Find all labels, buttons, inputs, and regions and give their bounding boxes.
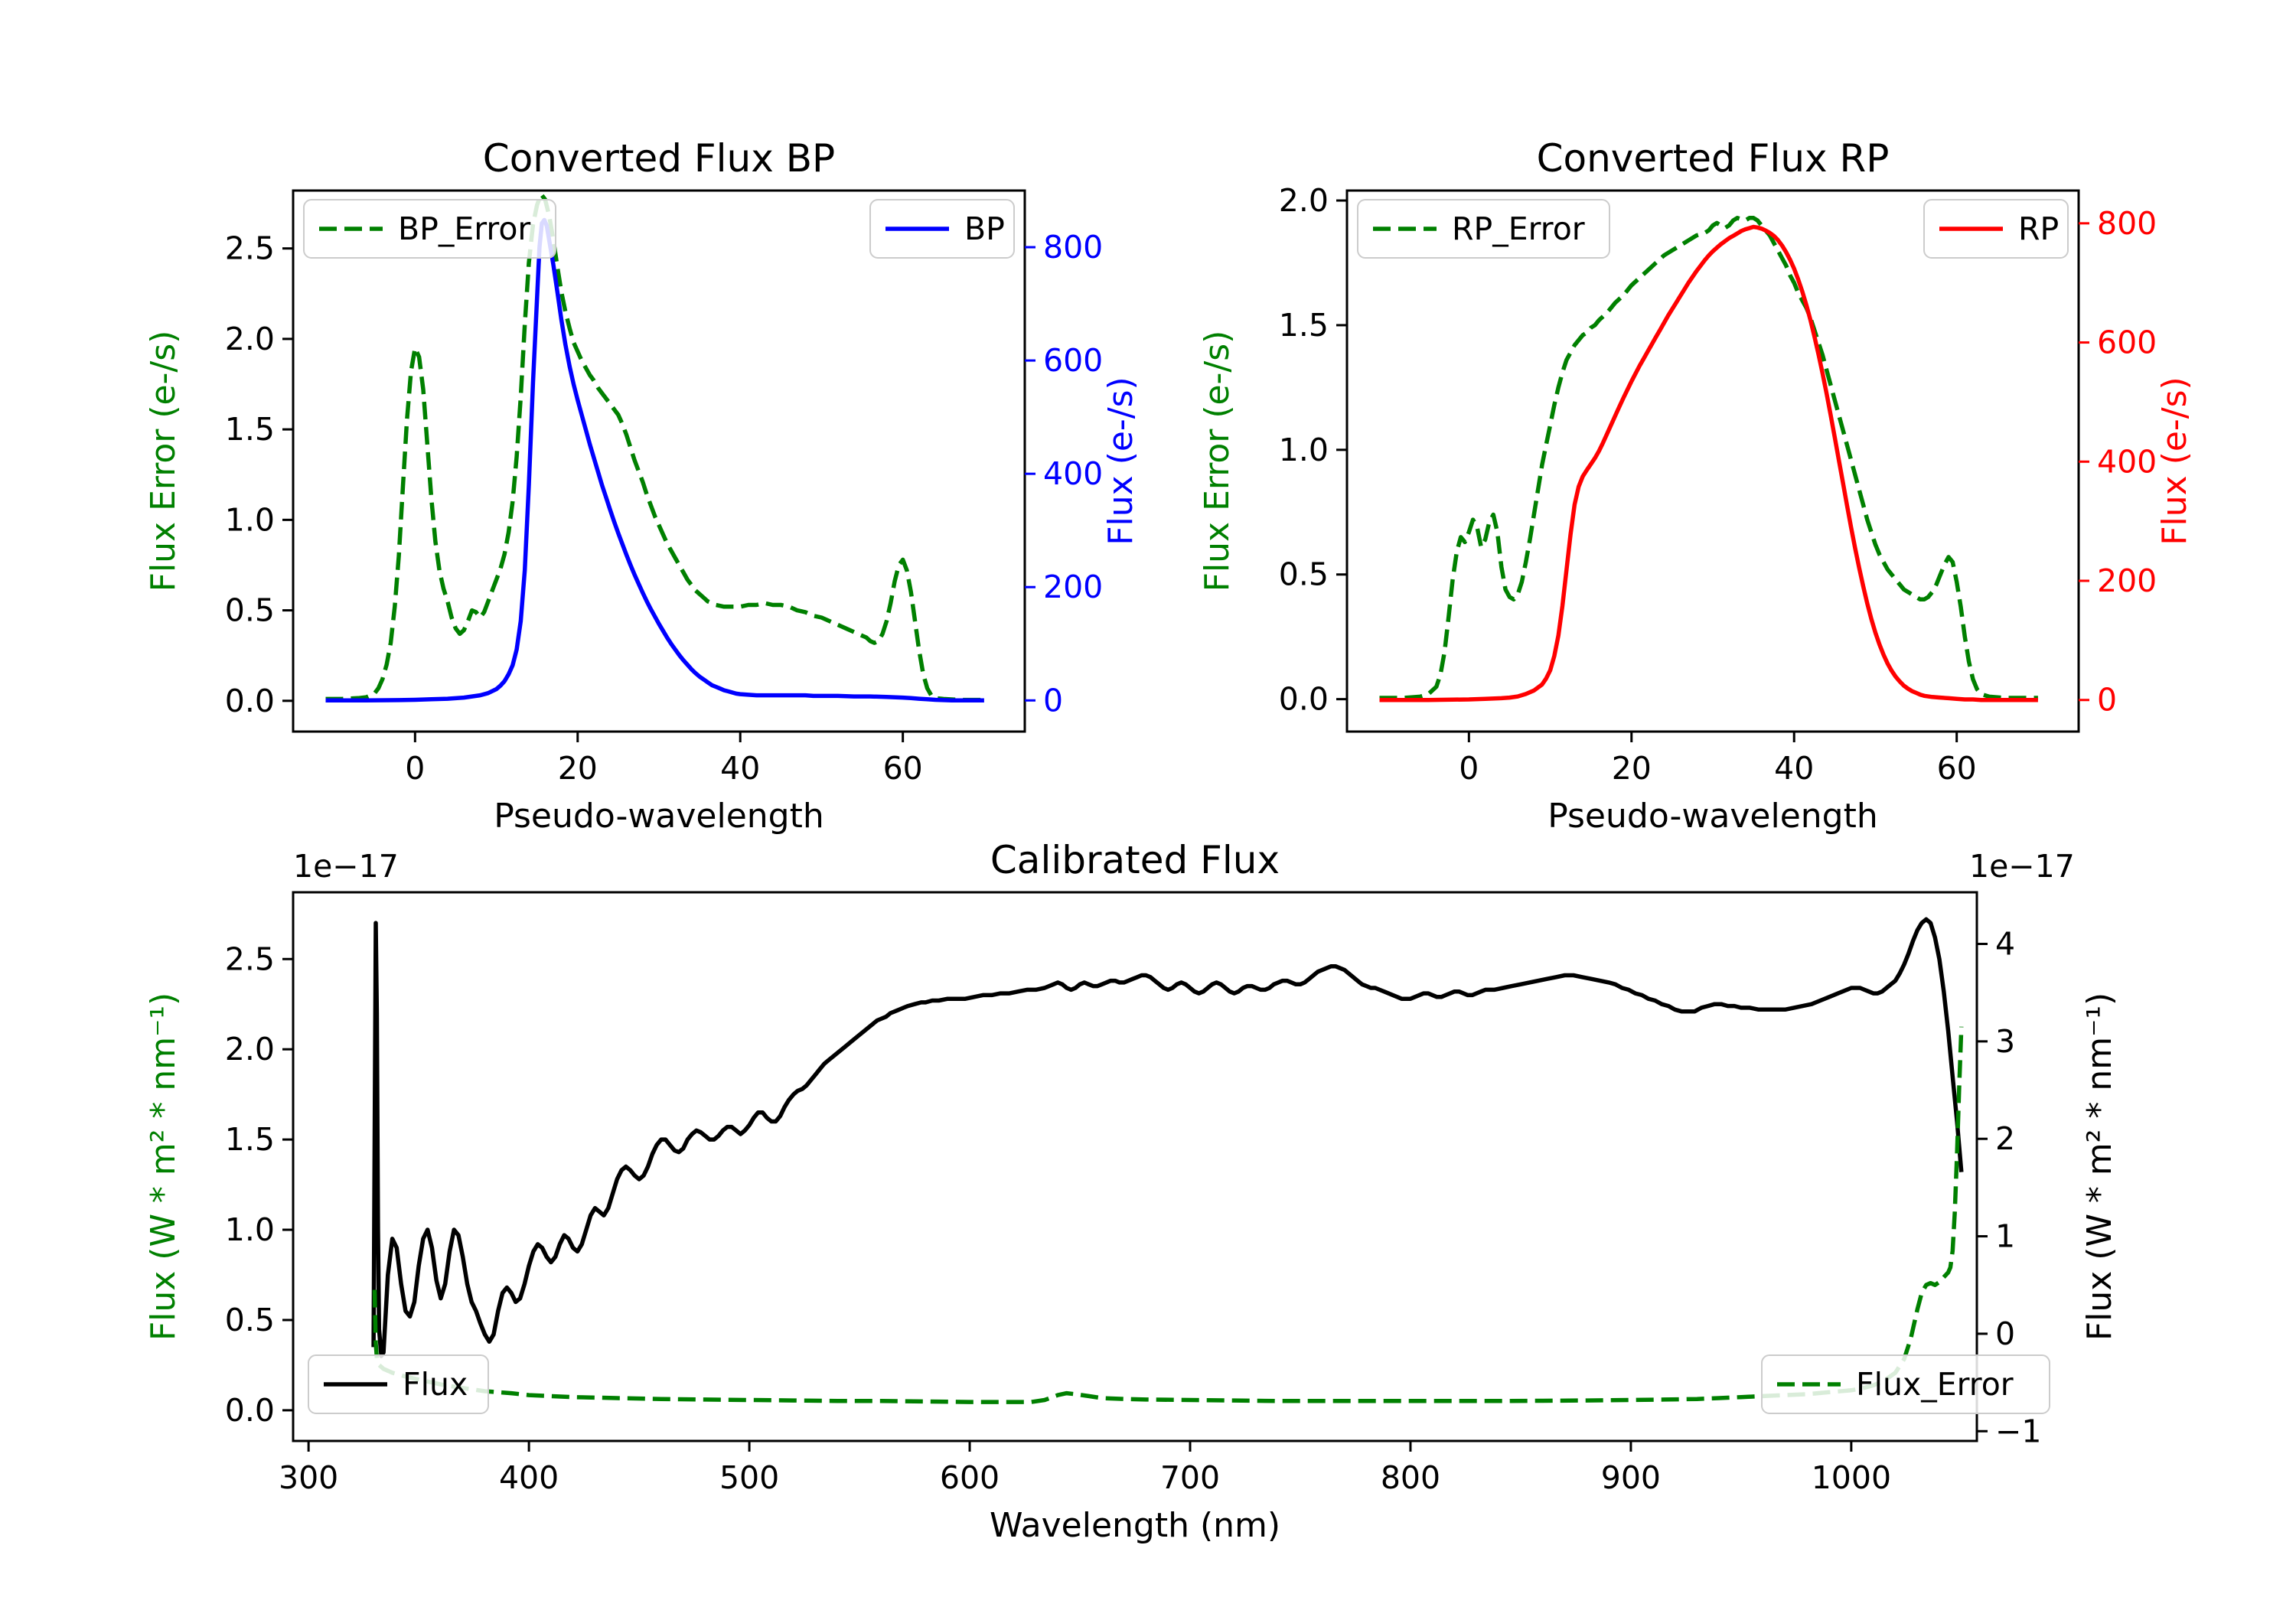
chart-title: Converted Flux RP (1537, 136, 1890, 181)
y-left-axis-label: Flux Error (e-/s) (144, 331, 183, 592)
y-right-axis-label: Flux (e-/s) (1101, 376, 1140, 545)
axes-frame (292, 189, 1026, 733)
x-tick-label: 500 (719, 1459, 779, 1496)
legend-label: Flux_Error (1856, 1366, 2014, 1403)
series-BP-line (325, 217, 984, 703)
x-tick-label: 40 (720, 750, 760, 787)
series-RP_Error-line (1379, 216, 2038, 700)
legend-box (303, 199, 556, 259)
series-RP-line (1379, 224, 2038, 702)
legend-label: RP (2018, 210, 2059, 247)
y-left-tick-label: 2.5 (225, 230, 275, 267)
axes-frame (292, 891, 1978, 1442)
legend-label: RP_Error (1452, 210, 1585, 247)
y-left-tick-label: 1.0 (225, 1211, 275, 1248)
y-left-tick-label: 0.0 (225, 1392, 275, 1429)
x-tick-label: 40 (1774, 750, 1814, 787)
x-tick-label: 800 (1381, 1459, 1440, 1496)
y-right-tick-label: 0 (1995, 1315, 2015, 1352)
y-right-tick-label: 1 (1995, 1218, 2015, 1255)
x-axis-label: Wavelength (nm) (990, 1506, 1280, 1545)
y-left-tick-label: 2.0 (1279, 182, 1329, 219)
y-left-tick-label: 2.5 (225, 940, 275, 977)
y-right-tick-label: −1 (1995, 1413, 2041, 1449)
y-left-axis-label: Flux (W * m² * nm⁻¹) (144, 993, 183, 1341)
x-tick-label: 60 (1937, 750, 1977, 787)
series-Flux_Error-line (372, 1026, 1964, 1404)
legend-box (1357, 199, 1610, 259)
legend-box (1761, 1354, 2050, 1414)
y-right-tick-label: 2 (1995, 1120, 2015, 1157)
legend-BP_Error: BP_Error (303, 199, 556, 259)
y-left-tick-label: 1.0 (1279, 432, 1329, 468)
legend-Flux_Error: Flux_Error (1761, 1354, 2050, 1414)
legend-Flux: Flux (308, 1354, 489, 1414)
y-right-tick-label: 400 (1043, 455, 1103, 492)
x-tick-label: 600 (940, 1459, 1000, 1496)
y-right-tick-label: 0 (1043, 682, 1063, 719)
y-right-tick-label: 200 (1043, 569, 1103, 605)
y-right-tick-label: 4 (1995, 925, 2015, 962)
x-tick-label: 0 (1459, 750, 1479, 787)
y-left-tick-label: 0.0 (225, 683, 275, 719)
legend-box (308, 1354, 489, 1414)
x-axis-label: Pseudo-wavelength (494, 797, 824, 836)
legend-BP: BP (869, 199, 1015, 259)
x-tick-label: 60 (883, 750, 923, 787)
y-right-tick-label: 600 (1043, 342, 1103, 379)
y-left-tick-label: 0.0 (1279, 681, 1329, 718)
x-tick-label: 900 (1601, 1459, 1661, 1496)
y-left-tick-label: 0.5 (225, 592, 275, 629)
y-right-axis-label: Flux (W * m² * nm⁻¹) (2080, 993, 2119, 1341)
x-tick-label: 700 (1160, 1459, 1220, 1496)
chart-cal: 300 400 500 600 700 800 900 1000 0.0 0.5 1.0 1.5 2.0… (144, 838, 2119, 1545)
y-right-tick-label: 200 (2097, 562, 2157, 599)
y-right-tick-label: 3 (1995, 1023, 2015, 1060)
legend-label: BP (964, 210, 1005, 247)
x-tick-label: 20 (558, 750, 598, 787)
legend-RP: RP (1923, 199, 2069, 259)
x-axis-label: Pseudo-wavelength (1548, 797, 1878, 836)
y-right-tick-label: 600 (2097, 324, 2157, 361)
x-tick-label: 400 (499, 1459, 559, 1496)
chart-title: Converted Flux BP (483, 136, 835, 181)
y-left-tick-label: 2.0 (225, 321, 275, 357)
y-left-tick-label: 2.0 (225, 1031, 275, 1068)
legend-RP_Error: RP_Error (1357, 199, 1610, 259)
y-right-tick-label: 800 (1043, 229, 1103, 266)
x-tick-label: 300 (279, 1459, 338, 1496)
series-Flux-line (371, 917, 1964, 1358)
y-right-tick-label: 0 (2097, 682, 2117, 719)
y-left-tick-label: 1.0 (225, 501, 275, 538)
x-tick-label: 1000 (1812, 1459, 1891, 1496)
y-left-tick-label: 0.5 (1279, 556, 1329, 593)
y-left-axis-label: Flux Error (e-/s) (1198, 331, 1237, 592)
chart-rp: 0 20 40 60 0.0 0.5 1.0 1.5 2.0 0 200 400 600 800 Pseud… (1198, 136, 2194, 836)
left-scale-offset-label: 1e−17 (293, 848, 399, 885)
y-right-tick-label: 800 (2097, 205, 2157, 242)
right-scale-offset-label: 1e−17 (1969, 848, 2075, 885)
legend-label: Flux (403, 1366, 468, 1403)
y-left-tick-label: 1.5 (225, 1121, 275, 1158)
y-left-tick-label: 0.5 (225, 1302, 275, 1338)
y-right-axis-label: Flux (e-/s) (2155, 376, 2194, 545)
x-tick-label: 0 (405, 750, 425, 787)
series-BP_Error-line (325, 191, 984, 702)
chart-title: Calibrated Flux (990, 838, 1280, 882)
y-left-tick-label: 1.5 (1279, 307, 1329, 344)
y-left-tick-label: 1.5 (225, 411, 275, 448)
y-right-tick-label: 400 (2097, 443, 2157, 480)
chart-bp: 0 20 40 60 0.0 0.5 1.0 1.5 2.0 2.5 0 200 400 600 800 Ps… (144, 136, 1140, 836)
legend-label: BP_Error (398, 210, 530, 247)
x-tick-label: 20 (1612, 750, 1652, 787)
